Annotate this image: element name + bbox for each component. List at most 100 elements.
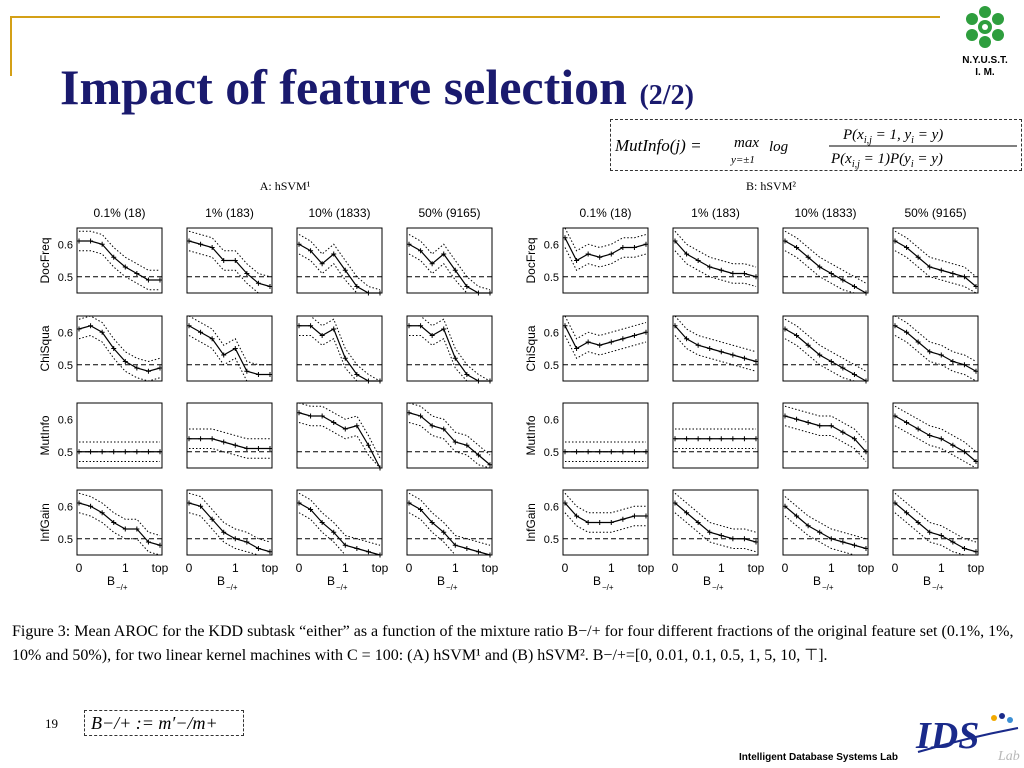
data-point-star [209, 436, 215, 442]
mean-aroc-line [78, 325, 161, 372]
data-point-star [950, 271, 956, 276]
row-label: MutInfo [524, 415, 538, 455]
data-point-star [817, 423, 823, 429]
slide-frame-top [10, 16, 940, 18]
data-point-star [851, 372, 857, 377]
data-point-star [828, 423, 834, 429]
row-label: DocFreq [38, 237, 52, 283]
data-point-star [718, 267, 724, 273]
data-point-star [892, 323, 898, 329]
data-point-star [597, 254, 603, 260]
data-point-star [365, 378, 371, 384]
column-label: 0.1% (18) [579, 206, 631, 220]
data-point-star [840, 277, 846, 283]
data-point-star [99, 449, 105, 455]
data-point-star [475, 452, 481, 458]
subplot-frame [76, 315, 163, 382]
lower-bound-line [894, 335, 977, 382]
lower-bound-line [894, 425, 977, 469]
subplot-frame [672, 227, 759, 294]
data-point-star [840, 365, 846, 371]
data-point-star [209, 245, 215, 250]
lower-bound-line [188, 335, 270, 382]
data-point-star [365, 290, 371, 296]
data-point-star [718, 349, 724, 355]
mean-aroc-line [564, 325, 647, 350]
subplot-frame [672, 489, 759, 556]
upper-bound-line [298, 402, 381, 459]
data-point-star [331, 420, 337, 425]
lab-name: Intelligent Database Systems Lab [739, 752, 898, 763]
data-point-star [406, 410, 412, 416]
subplot-frame [562, 402, 649, 469]
data-point-star [730, 536, 736, 542]
y-tick-label: 0.6 [544, 501, 559, 513]
data-point-star [209, 516, 215, 522]
nyust-logo: N.Y.U.S.T. I. M. [952, 4, 1018, 79]
data-point-star [134, 526, 140, 532]
x-axis-label-sub: −/+ [336, 583, 348, 592]
data-point-star [863, 290, 869, 296]
data-point-star [354, 284, 360, 289]
data-point-star [406, 323, 412, 329]
data-point-star [418, 413, 424, 419]
data-point-star [198, 436, 204, 442]
y-tick-label: 0.5 [58, 360, 73, 372]
upper-bound-line [299, 315, 381, 382]
upper-bound-line [564, 227, 647, 252]
data-point-star [441, 529, 447, 535]
subplot-frame [672, 402, 759, 469]
data-point-star [157, 365, 163, 371]
upper-bound-line [894, 230, 977, 278]
data-point-star [927, 264, 933, 270]
data-point-star [620, 336, 626, 342]
data-point-star [296, 500, 302, 506]
upper-bound-line [409, 315, 491, 382]
x-tick-label: top [858, 561, 875, 575]
data-point-star [186, 323, 192, 329]
x-axis-label: B [813, 574, 821, 588]
data-point-star [672, 436, 678, 442]
data-point-star [475, 549, 481, 555]
data-point-star [805, 254, 811, 260]
data-point-star [741, 436, 747, 442]
data-point-star [296, 410, 302, 416]
lower-bound-line [188, 512, 270, 556]
data-point-star [794, 333, 800, 338]
data-point-star [684, 436, 690, 442]
data-point-star [157, 449, 163, 455]
data-point-star [354, 372, 360, 377]
lower-bound-line [674, 512, 757, 553]
x-tick-label: top [372, 561, 389, 575]
data-point-star [198, 241, 204, 247]
data-point-star [122, 526, 128, 532]
x-tick-label: 0 [892, 561, 899, 575]
data-point-star [631, 333, 637, 338]
upper-bound-line [78, 315, 161, 363]
upper-bound-line [674, 230, 757, 268]
x-tick-label: top [152, 561, 169, 575]
data-point-star [441, 326, 447, 332]
data-point-star [255, 446, 261, 451]
data-point-star [267, 284, 273, 289]
data-point-star [950, 442, 956, 448]
x-axis-label-sub: −/+ [446, 583, 458, 592]
data-point-star [365, 549, 371, 555]
data-point-star [134, 365, 140, 371]
data-point-star [221, 439, 227, 445]
data-point-star [753, 359, 759, 364]
y-tick-label: 0.6 [58, 239, 73, 251]
row-label: InfGain [524, 503, 538, 542]
y-tick-label: 0.5 [544, 447, 559, 459]
mean-aroc-line [408, 412, 491, 466]
data-point-star [406, 241, 412, 247]
lower-bound-line [784, 425, 867, 462]
data-point-star [782, 503, 788, 509]
mean-aroc-line [674, 325, 757, 363]
data-point-star [122, 264, 128, 270]
data-point-star [741, 355, 747, 361]
data-point-star [794, 513, 800, 519]
data-point-star [730, 271, 736, 276]
b-ratio-definition-text: B−/+ := m′−/m+ [91, 713, 218, 733]
data-point-star [99, 510, 105, 516]
